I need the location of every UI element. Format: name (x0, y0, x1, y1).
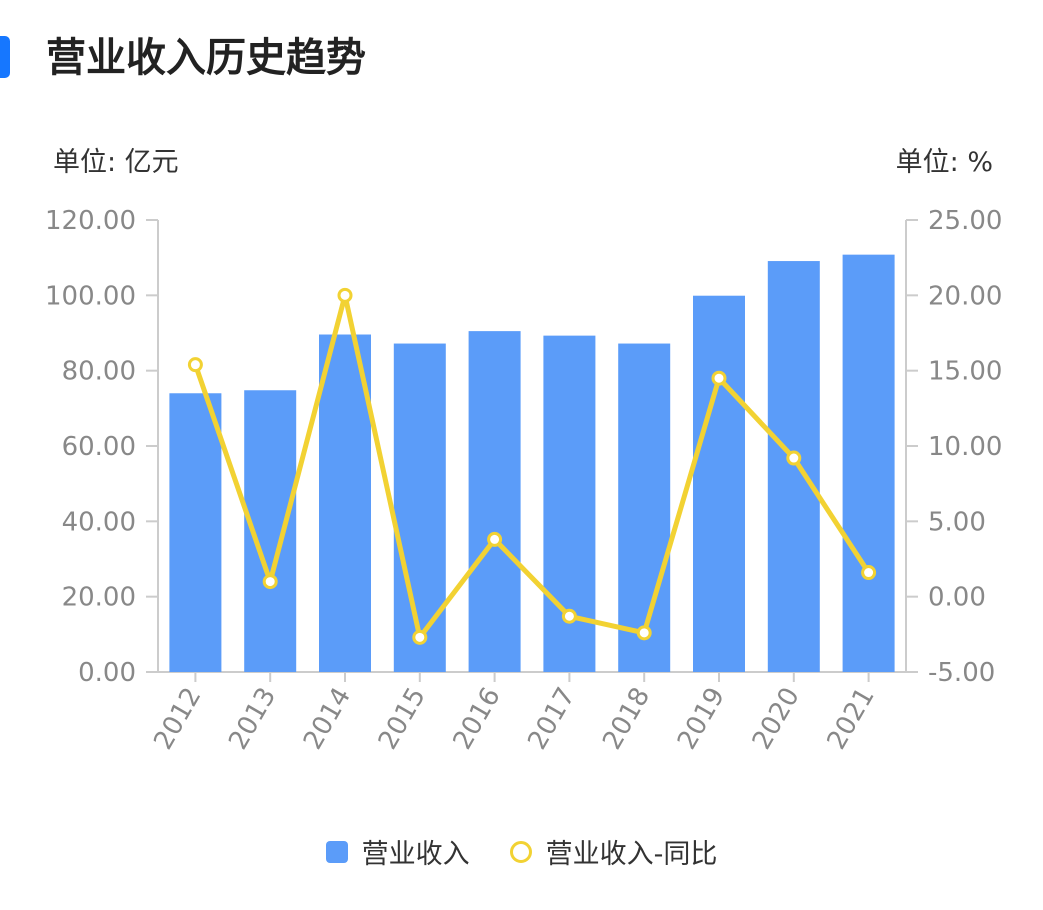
legend-line-swatch (509, 840, 532, 863)
revenue-bar (393, 343, 446, 672)
right-tick-label: 15.00 (928, 357, 1002, 387)
yoy-line (193, 292, 871, 640)
right-tick-label: 0.00 (928, 583, 986, 613)
revenue-bar (618, 343, 671, 672)
x-tick-label: 2013 (223, 683, 282, 755)
yoy-point (337, 287, 353, 303)
x-tick-label: 2019 (672, 683, 731, 755)
right-tick-label: -5.00 (928, 658, 995, 688)
yoy-point (187, 357, 203, 373)
revenue-bar (767, 261, 820, 672)
x-tick-label: 2021 (822, 683, 881, 755)
x-tick-label: 2020 (747, 683, 806, 755)
legend-label-revenue: 营业收入 (361, 839, 470, 870)
legend-item-revenue[interactable]: 营业收入 (325, 832, 470, 871)
yoy-point (636, 625, 652, 641)
x-tick-label: 2018 (597, 683, 656, 755)
left-tick-label: 20.00 (62, 583, 136, 613)
left-tick-label: 100.00 (45, 281, 136, 311)
right-tick-label: 25.00 (928, 206, 1002, 236)
legend-item-yoy[interactable]: 营业收入-同比 (509, 832, 718, 871)
x-tick-label: 2015 (373, 683, 432, 755)
revenue-bar (842, 254, 895, 673)
left-tick-label: 40.00 (62, 507, 136, 537)
revenue-bar (169, 393, 222, 672)
x-tick-label: 2014 (298, 683, 357, 755)
legend-label-yoy: 营业收入-同比 (545, 839, 718, 870)
yoy-point (711, 370, 727, 386)
page-title: 营业收入历史趋势 (46, 35, 366, 81)
yoy-point (412, 629, 428, 645)
revenue-bar (468, 331, 521, 672)
left-tick-label: 60.00 (62, 432, 136, 462)
x-tick-label: 2012 (148, 683, 207, 755)
revenue-bar (693, 295, 745, 672)
left-tick-label: 0.00 (78, 658, 136, 688)
x-tick-label: 2016 (448, 683, 507, 755)
yoy-point (262, 574, 278, 590)
right-tick-label: 5.00 (928, 507, 986, 537)
yoy-point (861, 565, 877, 581)
right-axis-unit: 单位: % (895, 147, 993, 178)
revenue-bar (319, 334, 371, 672)
x-tick-label: 2017 (522, 683, 581, 755)
chart-legend: 营业收入 营业收入-同比 (0, 832, 1043, 871)
right-tick-label: 20.00 (928, 281, 1002, 311)
left-tick-label: 120.00 (45, 206, 136, 236)
left-tick-label: 80.00 (62, 357, 136, 387)
right-tick-label: 10.00 (928, 432, 1002, 462)
legend-bar-swatch (325, 840, 348, 863)
yoy-point (487, 531, 503, 547)
yoy-point (561, 608, 577, 624)
title-accent-bar (0, 36, 10, 78)
yoy-point (786, 450, 802, 466)
left-axis-unit: 单位: 亿元 (53, 147, 179, 178)
